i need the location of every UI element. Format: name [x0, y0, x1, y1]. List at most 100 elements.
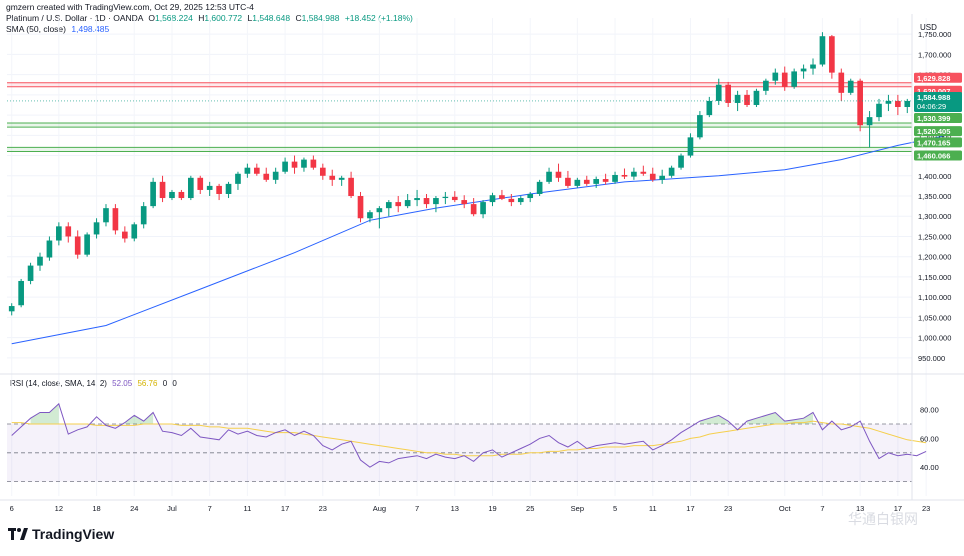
symbol-ohlc-row: Platinum / U.S. Dollar · 1D · OANDA O1,5…: [6, 13, 413, 24]
price-tick-label: 1,300.000: [918, 212, 951, 221]
time-tick-label: 19: [488, 504, 496, 513]
zone-bottom-price-label-bg: [914, 150, 962, 161]
byline: gmzern created with TradingView.com, Oct…: [6, 2, 254, 12]
candle-body: [37, 256, 43, 266]
candle-body: [18, 280, 24, 306]
low-value: 1,548.648: [252, 13, 291, 23]
candle-body: [508, 198, 515, 203]
candle-body: [715, 84, 722, 101]
candle-body: [753, 90, 760, 105]
rsi-tick-label: 60.00: [920, 434, 939, 443]
candle-body: [621, 174, 628, 177]
time-tick-label: 17: [281, 504, 289, 513]
candle-body: [583, 179, 590, 184]
rsi-sma-line: [11, 420, 927, 457]
rsi-line: [11, 402, 927, 468]
candle-body: [536, 181, 543, 194]
candle-body: [668, 167, 675, 176]
candle-body: [451, 196, 458, 201]
rsi-overbought-fill: [747, 412, 813, 424]
time-tick-label: Sep: [571, 504, 584, 513]
zone-top-price-label-bg: [914, 113, 962, 124]
zones-layer: [7, 82, 912, 152]
candle-body: [188, 177, 194, 199]
candle-body: [527, 193, 534, 199]
candle-body: [84, 234, 90, 255]
candle-body: [376, 208, 383, 213]
time-tick-label: 18: [92, 504, 100, 513]
candle-body: [480, 202, 486, 215]
zone-top-price-label: 1,470.165: [917, 138, 950, 147]
price-tick-label: 1,750.000: [918, 30, 951, 39]
rsi-overbought-fill: [699, 415, 729, 424]
candle-body: [414, 198, 420, 201]
candle-body: [489, 195, 496, 203]
candle-body: [263, 173, 270, 180]
high-key: H: [198, 13, 205, 23]
candle-body: [810, 64, 816, 69]
candle-body: [433, 198, 439, 205]
zone-top-price-label-bg: [914, 137, 962, 148]
chart-header: gmzern created with TradingView.com, Oct…: [6, 2, 413, 35]
candle-body: [838, 72, 845, 93]
rsi-zero-2: 0: [172, 379, 177, 388]
time-tick-label: 11: [649, 504, 657, 513]
price-tick-label: 1,100.000: [918, 293, 951, 302]
footer-brand[interactable]: TradingView: [8, 526, 114, 542]
candle-body: [819, 36, 826, 65]
candle-body: [800, 68, 807, 72]
candle-body: [291, 161, 298, 168]
time-tick-label: 7: [415, 504, 419, 513]
candle-body: [442, 196, 449, 199]
candle-body: [338, 177, 345, 180]
candle-body: [395, 202, 402, 207]
candle-body: [8, 306, 15, 312]
candle-body: [169, 191, 175, 199]
open-value: 1,568.224: [154, 13, 193, 23]
countdown-label: 04:06:29: [917, 102, 946, 111]
rsi-tick-label: 80.00: [920, 406, 939, 415]
symbol-name[interactable]: Platinum / U.S. Dollar · 1D · OANDA: [6, 13, 143, 23]
candle-body: [546, 171, 552, 182]
zone-band: [7, 123, 912, 128]
candle-body: [866, 117, 873, 126]
price-labels-layer: 1,629.828 1,620.007 1,530.399 1,520.405 1,47…: [914, 72, 962, 161]
candle-body: [103, 208, 109, 223]
time-tick-label: 5: [613, 504, 617, 513]
candle-body: [253, 167, 260, 174]
open-key: O: [148, 13, 155, 23]
candle-body: [781, 72, 788, 87]
time-tick-label: Aug: [373, 504, 386, 513]
candle-body: [602, 179, 609, 182]
candle-body: [659, 175, 666, 180]
candle-body: [282, 161, 288, 172]
sma-line: [11, 135, 946, 345]
time-tick-label: 23: [724, 504, 732, 513]
candle-body: [216, 185, 222, 194]
candle-body: [140, 206, 147, 225]
price-tick-label: 1,200.000: [918, 253, 951, 262]
candle-body: [131, 224, 138, 239]
candle-body: [470, 204, 477, 215]
low-key: L: [247, 13, 253, 23]
candle-body: [329, 175, 336, 180]
rsi-tick-label: 40.00: [920, 463, 939, 472]
brand-text: TradingView: [32, 526, 115, 542]
sma-layer: [11, 135, 946, 345]
watermark: 华通白银网: [848, 511, 918, 527]
time-tick-label: 6: [10, 504, 14, 513]
zone-band: [7, 147, 912, 152]
rsi-value: 52.05: [112, 379, 133, 388]
candle-body: [404, 200, 411, 207]
price-tick-label: 1,700.000: [918, 50, 951, 59]
candle-body: [235, 173, 241, 184]
last-price-tag-bg: [914, 91, 962, 112]
candle-body: [857, 80, 863, 126]
candle-body: [319, 167, 326, 176]
zone-bottom-price-label: 1,620.007: [917, 87, 950, 96]
candle-body: [206, 185, 213, 190]
sma-legend[interactable]: SMA (50, close) 1,498.485: [6, 24, 413, 35]
zone-bottom-price-label-bg: [914, 126, 962, 137]
zone-band: [7, 82, 912, 87]
